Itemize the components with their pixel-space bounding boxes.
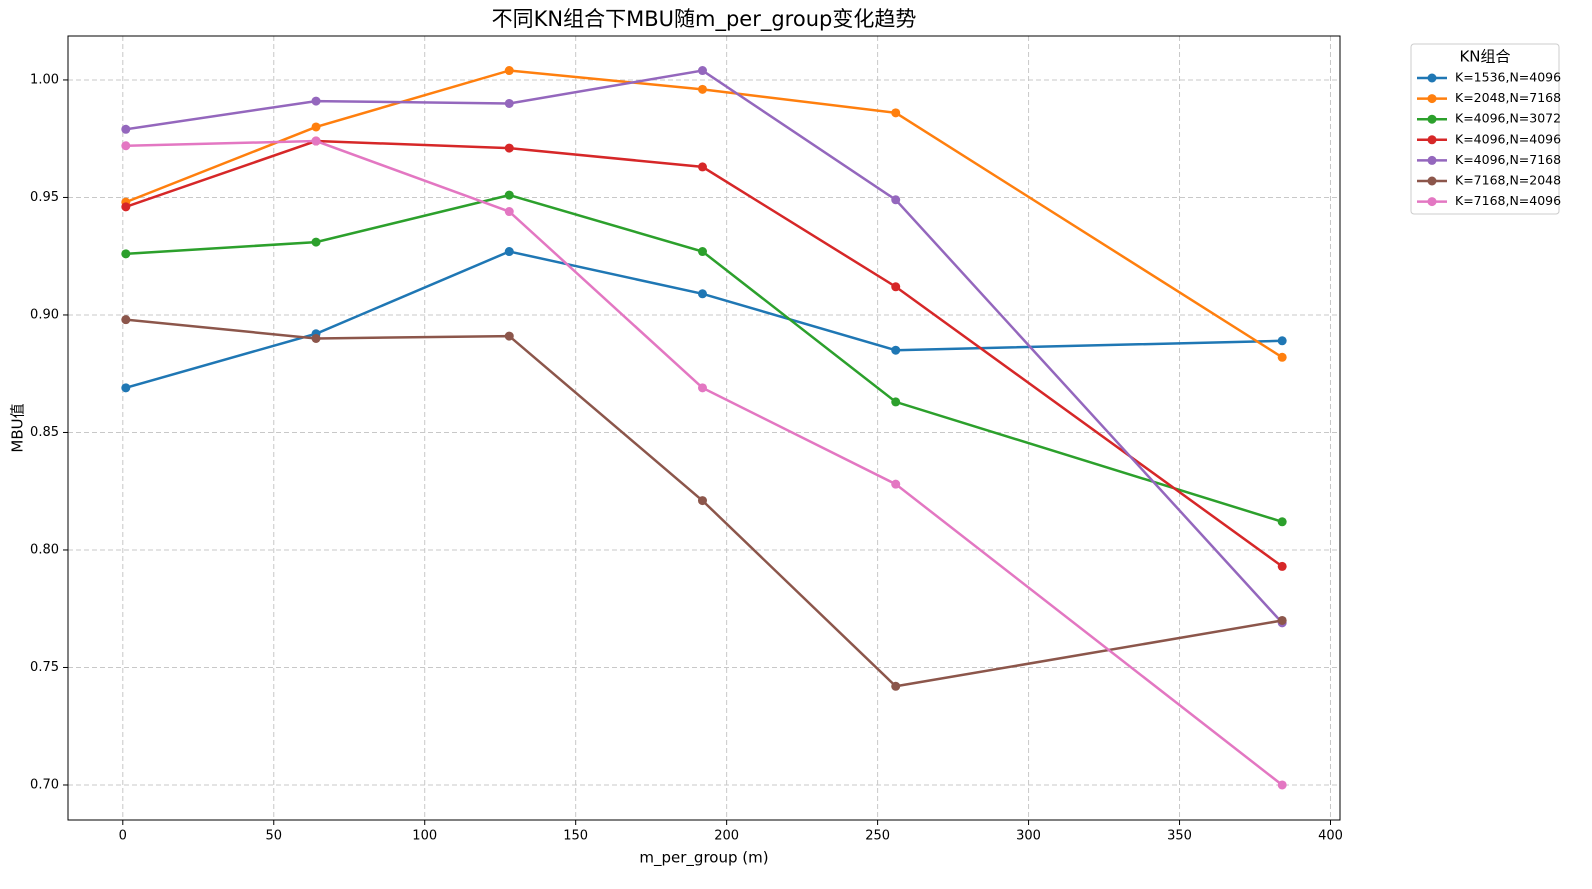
legend-marker [1427, 197, 1437, 207]
legend-label: K=7168,N=4096 [1455, 193, 1561, 208]
series-line [125, 139, 1283, 786]
x-tick-label: 300 [1016, 829, 1041, 844]
series-line [125, 193, 1283, 523]
data-point [121, 249, 131, 259]
data-point [504, 143, 514, 153]
legend-label: K=4096,N=4096 [1455, 131, 1561, 146]
y-tick-label: 0.85 [30, 425, 59, 440]
data-point [891, 397, 901, 407]
data-point [504, 247, 514, 257]
data-point [121, 141, 131, 151]
data-point [311, 136, 321, 146]
data-point [1277, 517, 1287, 527]
x-tick-label: 400 [1318, 829, 1343, 844]
x-tick-label: 250 [865, 829, 890, 844]
data-point [121, 124, 131, 134]
data-point [504, 66, 514, 76]
legend-marker [1427, 155, 1437, 165]
data-point [311, 122, 321, 132]
legend-marker [1427, 176, 1437, 186]
x-tick-label: 100 [412, 829, 437, 844]
data-point [1277, 615, 1287, 625]
data-point [697, 66, 707, 76]
legend-label: K=4096,N=7168 [1455, 152, 1561, 167]
y-tick-label: 0.70 [30, 777, 59, 792]
data-point [891, 345, 901, 355]
x-axis-label: m_per_group (m) [639, 849, 768, 868]
data-point [1277, 780, 1287, 790]
series-line [125, 69, 1283, 359]
series-line [125, 250, 1283, 390]
x-tick-label: 350 [1167, 829, 1192, 844]
x-tick-label: 0 [119, 829, 127, 844]
data-point [1277, 336, 1287, 346]
series-line [125, 318, 1283, 688]
data-point [1277, 352, 1287, 362]
legend-marker [1427, 114, 1437, 124]
x-tick-label: 200 [714, 829, 739, 844]
legend-label: K=1536,N=4096 [1455, 70, 1561, 85]
data-point [697, 84, 707, 94]
legend-label: K=7168,N=2048 [1455, 173, 1561, 188]
y-axis-label: MBU值 [9, 403, 27, 452]
y-tick-label: 0.95 [30, 190, 59, 205]
data-point [891, 479, 901, 489]
y-tick-label: 1.00 [30, 72, 59, 87]
legend-label: K=2048,N=7168 [1455, 90, 1561, 105]
data-point [891, 681, 901, 691]
data-point [504, 98, 514, 108]
x-tick-label: 150 [563, 829, 588, 844]
legend-marker [1427, 94, 1437, 104]
data-point [311, 333, 321, 343]
data-point [504, 190, 514, 200]
legend-label: K=4096,N=3072 [1455, 111, 1561, 126]
data-point [1277, 561, 1287, 571]
y-tick-label: 0.80 [30, 542, 59, 557]
data-point [697, 162, 707, 172]
y-tick-label: 0.75 [30, 660, 59, 675]
y-tick-label: 0.90 [30, 307, 59, 322]
series-line [125, 69, 1284, 624]
plot-frame [67, 35, 1341, 821]
data-point [311, 237, 321, 247]
data-point [697, 383, 707, 393]
data-point [121, 202, 131, 212]
data-point [697, 247, 707, 257]
series-line [125, 139, 1283, 568]
legend-box [1410, 43, 1560, 215]
data-point [891, 108, 901, 118]
legend-marker [1427, 73, 1437, 83]
data-point [121, 315, 131, 325]
data-point [891, 282, 901, 292]
chart-title: 不同KN组合下MBU随m_per_group变化趋势 [492, 7, 917, 32]
x-tick-label: 50 [265, 829, 282, 844]
data-point [504, 207, 514, 217]
data-point [697, 289, 707, 299]
data-point [504, 331, 514, 341]
legend-title: KN组合 [1459, 48, 1510, 66]
legend-marker [1427, 135, 1437, 145]
data-point [311, 96, 321, 106]
data-point [891, 195, 901, 205]
data-point [121, 383, 131, 393]
data-point [697, 496, 707, 506]
